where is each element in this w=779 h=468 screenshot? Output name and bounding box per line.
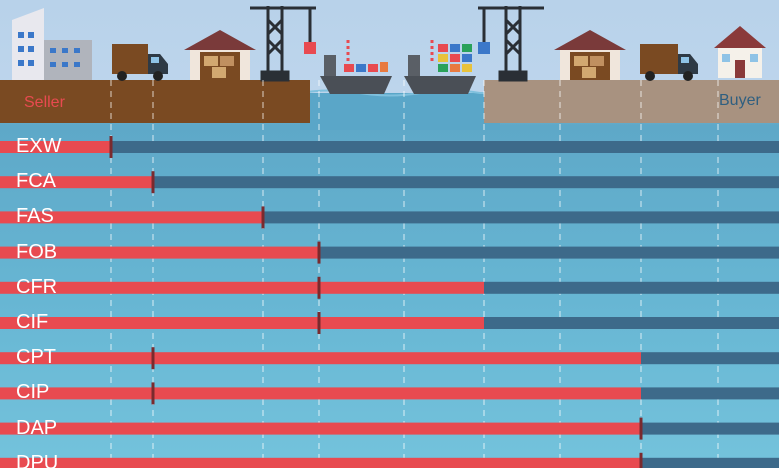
buyer-bar-fca — [153, 176, 779, 189]
buyer-bar-fas — [263, 211, 779, 224]
buyer-bar-cip — [641, 387, 779, 400]
term-label-fas: FAS — [16, 205, 54, 228]
warehouse-icon — [184, 30, 256, 80]
seller-bar-fas — [0, 211, 263, 224]
term-label-dap: DAP — [16, 416, 58, 439]
buyer-bar-cif — [484, 317, 779, 329]
risk-transfer-mark-cfr — [317, 276, 321, 299]
buyer-bar-dpu — [641, 457, 779, 468]
warehouse-icon — [554, 30, 626, 80]
seller-bar-cif — [0, 317, 484, 329]
truck-icon — [640, 44, 698, 81]
risk-transfer-mark-fas — [261, 206, 265, 229]
seller-label: Seller — [24, 94, 65, 111]
port-crane-icon — [250, 6, 316, 82]
term-label-fob: FOB — [16, 240, 58, 263]
buyer-bar-fob — [319, 246, 779, 259]
seller-bar-cpt — [0, 352, 641, 365]
office-building-icon — [12, 8, 92, 80]
risk-transfer-mark-cpt — [151, 347, 155, 370]
container-ship-icon — [320, 40, 392, 94]
seller-bar-cip — [0, 387, 641, 400]
sea — [300, 93, 500, 130]
term-label-cif: CIF — [16, 311, 49, 333]
seller-bar-exw — [0, 141, 111, 153]
term-label-exw: EXW — [16, 135, 62, 157]
seller-bar-dpu — [0, 457, 641, 468]
buyer-ground — [484, 80, 779, 123]
risk-transfer-mark-dap — [639, 417, 643, 440]
seller-bar-dap — [0, 422, 641, 435]
seller-bar-cfr — [0, 281, 484, 294]
truck-icon — [112, 44, 168, 81]
term-label-cpt: CPT — [16, 346, 56, 369]
buyer-bar-cpt — [641, 352, 779, 365]
risk-transfer-mark-exw — [109, 136, 113, 158]
term-label-fca: FCA — [16, 170, 56, 193]
buyer-bar-cfr — [484, 281, 779, 294]
term-label-cfr: CFR — [16, 275, 58, 298]
risk-transfer-mark-dpu — [639, 452, 643, 468]
house-icon — [714, 26, 766, 78]
seller-bar-fca — [0, 176, 153, 189]
seller-ground — [0, 80, 310, 123]
risk-transfer-mark-fob — [317, 241, 321, 264]
seller-bar-fob — [0, 246, 319, 259]
container-ship-icon — [404, 40, 476, 94]
risk-transfer-mark-cif — [317, 312, 321, 334]
buyer-bar-dap — [641, 422, 779, 435]
buyer-label: Buyer — [719, 92, 761, 109]
term-label-dpu: DPU — [16, 451, 59, 468]
port-crane-icon — [478, 6, 544, 82]
risk-transfer-mark-cip — [151, 382, 155, 405]
term-label-cip: CIP — [16, 381, 50, 404]
buyer-bar-exw — [111, 141, 779, 153]
risk-transfer-mark-fca — [151, 171, 155, 194]
logistics-scene — [0, 6, 779, 130]
